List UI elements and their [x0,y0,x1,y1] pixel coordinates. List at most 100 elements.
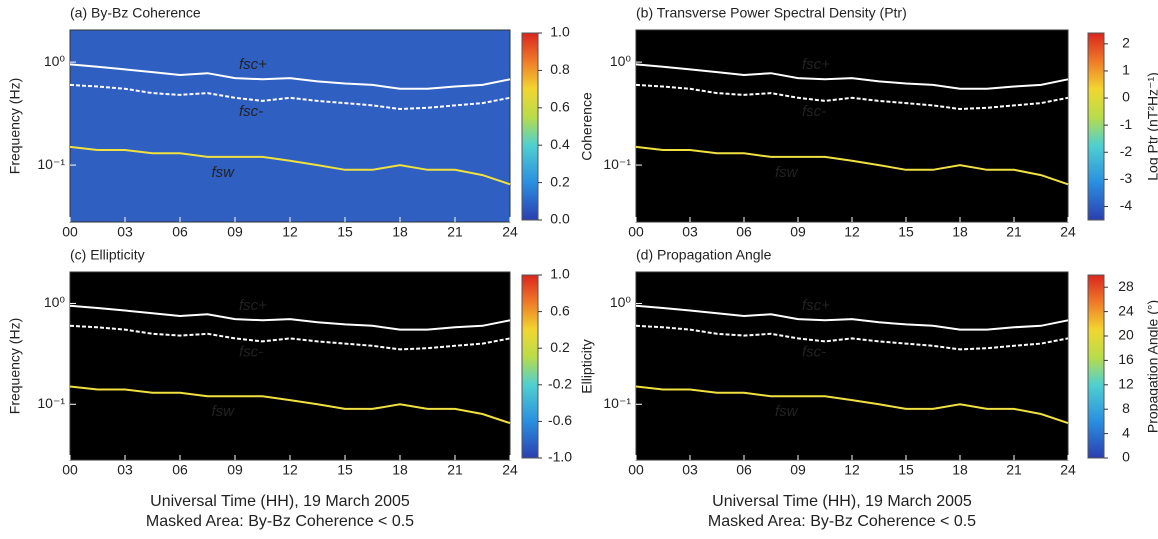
x-tick-label: 18 [392,224,408,240]
x-tick-label: 15 [898,462,914,478]
plot-area [69,271,511,461]
x-tick-label: 24 [1060,462,1076,478]
colorbar-tick-label: 0.2 [550,339,570,355]
y-tick-label: 10⁻¹ [603,156,631,172]
line-label: fsc- [802,343,826,360]
colorbar-tick-label: 0.8 [550,61,570,77]
colorbar-tick-label: 24 [1118,302,1134,318]
colorbar-label: Coherence [579,92,595,161]
colorbar-tick-label: -3 [1120,170,1133,186]
frequency-line [69,145,511,186]
x-axis-label: Universal Time (HH), 19 March 2005 [150,493,410,510]
plot-area [69,29,511,223]
frequency-line [635,304,1069,331]
panel-title: (c) Ellipticity [70,247,145,263]
colorbar-tick-label: 0.4 [550,136,570,152]
x-tick-label: 06 [172,224,188,240]
colorbar-tick-label: -4 [1120,197,1133,213]
x-tick-label: 06 [736,224,752,240]
colorbar-tick-label: 0.0 [550,211,570,227]
line-label: fsc+ [802,56,830,73]
colorbar-tick-label: 28 [1118,278,1134,294]
colorbar-tick-label: 1 [1122,62,1130,78]
x-tick-label: 06 [736,462,752,478]
line-label: fsc- [802,103,826,120]
x-tick-label: 12 [844,462,860,478]
colorbar-tick-label: 0.6 [550,99,570,115]
colorbar [521,274,539,459]
line-label: fsc+ [802,297,830,314]
colorbar-tick-label: 2 [1122,35,1130,51]
x-tick-label: 12 [844,224,860,240]
line-label: fsw [212,164,236,181]
y-tick-label: 10⁻¹ [603,395,631,411]
line-label: fsw [775,403,799,420]
y-axis-label: Frequency (Hz) [7,318,23,414]
x-tick-label: 21 [1006,224,1022,240]
colorbar-tick-label: -2 [1120,143,1133,159]
x-tick-label: 09 [790,224,806,240]
frequency-line [69,385,511,425]
y-tick-label: 10⁻¹ [37,156,65,172]
colorbar-tick-label: 20 [1118,327,1134,343]
y-tick-label: 10⁻¹ [37,395,65,411]
x-tick-label: 24 [1060,224,1076,240]
colorbar-tick-label: 0 [1122,449,1130,465]
x-tick-label: 00 [62,462,78,478]
panel-title: (a) By-Bz Coherence [70,5,201,21]
y-tick-label: 10⁰ [44,294,66,310]
colorbar [1087,274,1105,459]
colorbar-tick-label: -0.6 [548,412,572,428]
x-axis-label: Universal Time (HH), 19 March 2005 [712,493,972,510]
x-tick-label: 03 [117,224,133,240]
frequency-line [69,63,511,90]
colorbar-tick-label: 1.0 [550,24,570,40]
colorbar-tick-label: 1.0 [550,266,570,282]
x-tick-label: 21 [447,462,463,478]
y-tick-label: 10⁰ [610,294,632,310]
x-tick-label: 09 [227,224,243,240]
line-label: fsw [775,164,799,181]
x-tick-label: 03 [682,224,698,240]
line-label: fsc+ [239,56,267,73]
colorbar-label: Ellipticity [579,339,595,393]
mask-note: Masked Area: By-Bz Coherence < 0.5 [146,513,414,530]
colorbar-tick-label: 4 [1122,424,1130,440]
frequency-line [635,63,1069,90]
x-tick-label: 03 [682,462,698,478]
x-tick-label: 03 [117,462,133,478]
y-tick-label: 10⁰ [610,53,632,69]
x-tick-label: 12 [282,462,298,478]
frequency-line [69,83,511,111]
frequency-line [69,304,511,331]
y-axis-label: Frequency (Hz) [7,78,23,174]
x-tick-label: 00 [62,224,78,240]
panel-title: (d) Propagation Angle [636,247,772,263]
colorbar-tick-label: -1.0 [548,449,572,465]
colorbar-tick-label: 8 [1122,400,1130,416]
x-tick-label: 06 [172,462,188,478]
x-tick-label: 21 [1006,462,1022,478]
x-tick-label: 15 [898,224,914,240]
x-tick-label: 24 [502,224,518,240]
frequency-line [635,83,1069,111]
x-tick-label: 09 [790,462,806,478]
colorbar-label: Log Ptr (nT²Hz⁻¹) [1145,72,1158,181]
plot-area [635,271,1069,461]
x-tick-label: 18 [952,462,968,478]
x-tick-label: 18 [952,224,968,240]
line-label: fsc- [239,103,263,120]
colorbar-tick-label: 0.6 [550,302,570,318]
x-tick-label: 15 [337,462,353,478]
frequency-line [635,324,1069,351]
panel-title: (b) Transverse Power Spectral Density (P… [636,5,907,21]
x-tick-label: 09 [227,462,243,478]
colorbar-tick-label: 12 [1118,376,1134,392]
x-tick-label: 24 [502,462,518,478]
colorbar [1087,32,1105,221]
colorbar-tick-label: 0.2 [550,173,570,189]
colorbar [521,32,539,221]
line-label: fsc- [239,343,263,360]
